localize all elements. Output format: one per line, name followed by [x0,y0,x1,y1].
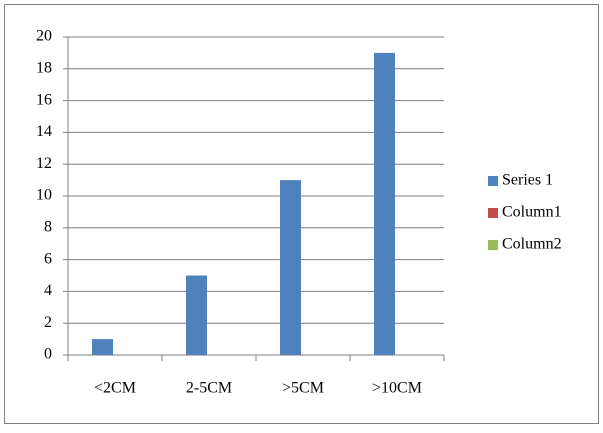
x-tick-label: 2-5CM [186,380,232,397]
x-tick-label: >10CM [372,380,422,397]
y-tick-label: 4 [44,282,52,299]
bar [186,275,207,355]
legend-swatch [488,240,498,250]
y-tick-label: 0 [44,346,52,363]
legend-label: Series 1 [502,172,553,189]
bar [92,339,113,355]
y-tick-label: 6 [44,250,52,267]
legend-swatch [488,176,498,186]
y-tick-label: 2 [44,314,52,331]
y-tick-label: 8 [44,218,52,235]
x-tick-label: <2CM [94,380,136,397]
y-tick-label: 12 [36,155,52,172]
y-tick-label: 14 [36,123,52,140]
bar [374,52,395,356]
bar [280,180,301,355]
x-tick-label: >5CM [282,380,324,397]
y-tick-label: 16 [36,91,52,108]
y-tick-label: 20 [36,28,52,45]
legend-swatch [488,208,498,218]
legend-label: Column1 [502,204,562,221]
y-tick-label: 18 [36,59,52,76]
y-tick-label: 10 [36,187,52,204]
legend-label: Column2 [502,236,562,253]
